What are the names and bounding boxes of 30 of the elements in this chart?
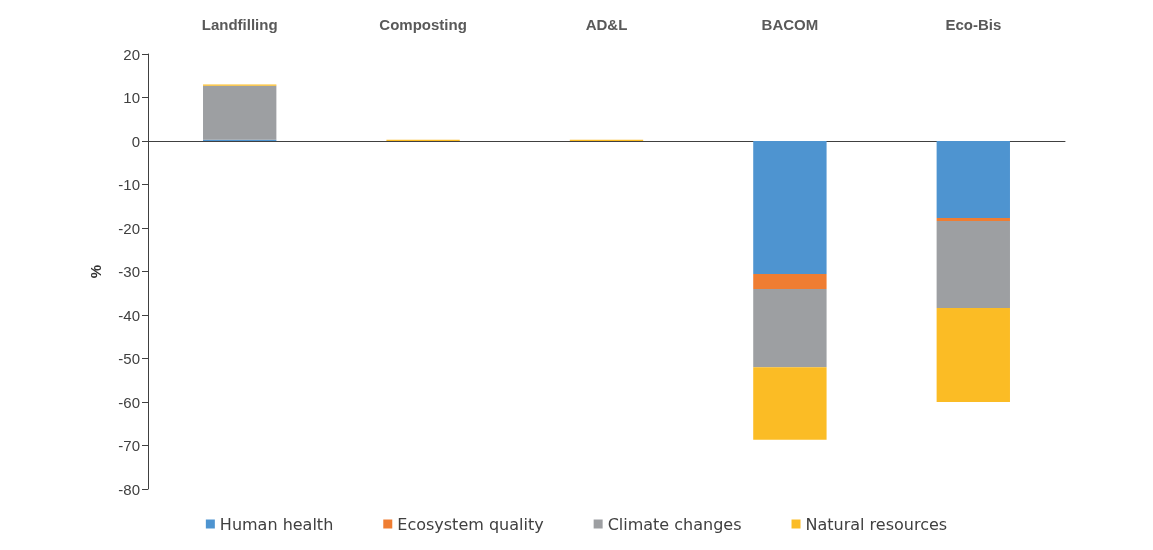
y-tick-label: -40	[118, 306, 140, 324]
x-tick-label: Composting	[379, 16, 467, 33]
x-tick-label: Eco-Bis	[945, 16, 1002, 33]
x-tick-label: AD&L	[585, 16, 628, 33]
bar	[753, 274, 827, 289]
bar	[936, 218, 1010, 222]
y-tick-label: 10	[123, 89, 140, 106]
bar	[936, 308, 1010, 402]
y-tick-label: -60	[118, 393, 140, 411]
y-tick-label: -80	[118, 480, 140, 498]
y-tick-label: -20	[118, 219, 140, 237]
legend-label: Ecosystem quality	[397, 514, 544, 534]
x-tick-label: BACOM	[761, 16, 819, 33]
bar	[936, 141, 1010, 218]
y-tick-label: 0	[131, 132, 140, 150]
y-tick-label: -30	[118, 263, 140, 280]
y-tick-label: -10	[118, 176, 140, 193]
bar	[753, 367, 827, 440]
legend-label: Natural resources	[805, 514, 948, 534]
x-tick-label: Landfilling	[201, 16, 278, 33]
y-tick-label: -70	[118, 437, 140, 454]
legend-label: Climate changes	[607, 514, 742, 534]
bar	[936, 221, 1010, 309]
legend-label: Human health	[219, 514, 334, 534]
bar	[203, 85, 277, 140]
y-tick-label: -50	[118, 350, 140, 367]
y-tick-label: 20	[123, 45, 140, 63]
bar	[753, 288, 827, 368]
y-axis-title: %	[87, 264, 104, 279]
bar	[753, 141, 827, 275]
